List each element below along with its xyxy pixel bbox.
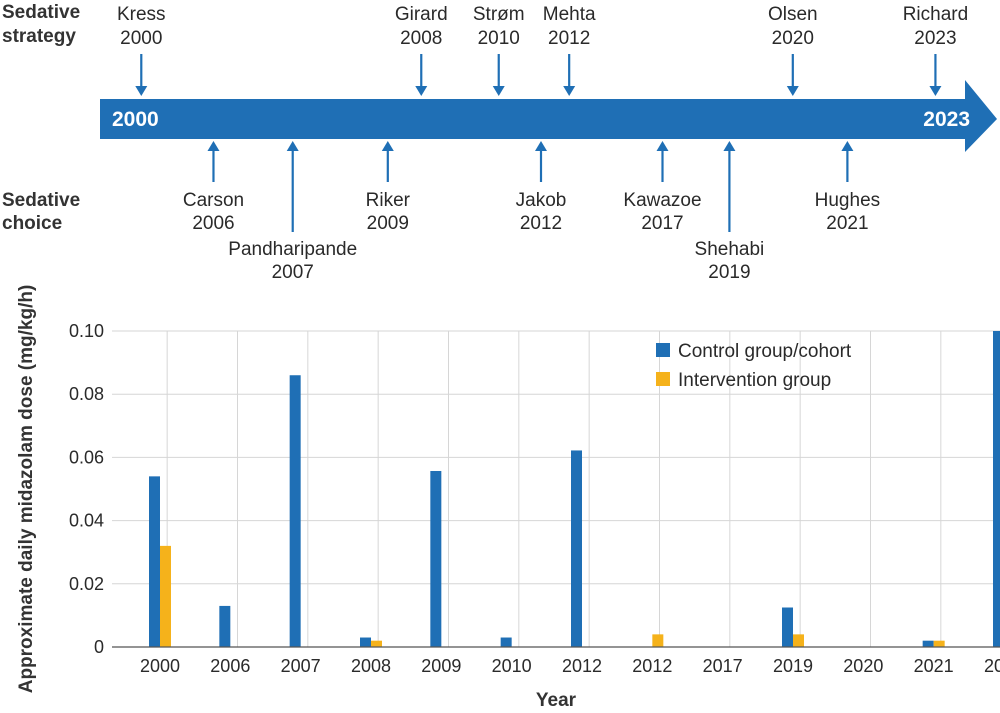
bottom-event-name: Jakob [516,190,567,211]
bar-control-2012 [571,450,582,647]
top-event-olsen: Olsen 2020 [768,4,818,96]
top-event-year: 2012 [548,28,590,49]
row-label-strategy-line2: strategy [2,26,76,47]
top-event-name: Kress [117,4,166,25]
bar-control-2006 [219,605,231,647]
x-tick-label: 2021 [914,656,954,676]
bars [149,331,1000,647]
row-label-choice-line1: Sedative [2,190,80,211]
y-tick-label: 0.08 [69,384,104,404]
top-event-richard: Richard 2023 [903,4,968,96]
bar-control-2009 [430,470,442,647]
bottom-event-year: 2009 [367,213,409,234]
x-tick-label: 2017 [703,656,743,676]
top-event-name: Strøm [473,4,525,25]
bar-intervention-2012 [652,634,664,647]
x-tick-label: 2012 [632,656,672,676]
legend-swatch-intervention [656,372,670,386]
bar-intervention-2008 [371,640,382,647]
bar-control-2010 [500,637,512,647]
timeline-arrow [100,80,997,152]
timeline-end-label: 2023 [923,108,970,131]
row-label-strategy-line1: Sedative [2,2,80,23]
bottom-event-year: 2021 [826,213,868,234]
x-tick-label: 2008 [351,656,391,676]
top-event-year: 2020 [772,28,814,49]
x-tick-label: 2009 [421,656,461,676]
row-label-strategy: Sedative strategy [2,2,80,47]
bar-control-2007 [289,375,301,647]
x-tick-label: 2000 [140,656,180,676]
row-label-choice: Sedative choice [2,190,80,234]
top-event-strøm: Strøm 2010 [473,4,525,96]
legend: Control group/cohort Intervention group [656,341,852,391]
bar-control-2019 [782,607,793,647]
bottom-event-year: 2017 [641,213,683,234]
bar-intervention-2019 [793,634,804,647]
bar-control-2000 [149,476,160,647]
top-event-mehta: Mehta 2012 [543,4,596,96]
bar-control-2021 [922,640,934,647]
x-axis-ticks: 2000 2006 2007 2008 2009 2010 2012 2012 2017 2019… [140,656,1000,676]
bottom-event-name: Pandharipande [228,239,357,260]
bottom-event-name: Shehabi [695,239,765,260]
bottom-event-year: 2012 [520,213,562,234]
x-tick-label: 2010 [492,656,532,676]
x-tick-label: 2007 [281,656,321,676]
timeline-start-label: 2000 [112,108,159,131]
bottom-event-name: Riker [366,190,411,211]
y-tick-label: 0.04 [69,511,104,531]
bar-intervention-2021 [933,640,945,647]
top-event-girard: Girard 2008 [395,4,448,96]
x-tick-label: 2006 [210,656,250,676]
top-event-year: 2010 [478,28,520,49]
bottom-event-year: 2006 [192,213,234,234]
grid-lines [112,330,1000,647]
x-tick-label: 2023 [984,656,1000,676]
y-axis-label: Approximate daily midazolam dose (mg/kg/… [16,285,37,694]
y-tick-label: 0.06 [69,447,104,467]
y-axis-ticks: 0 0.02 0.04 0.06 0.08 0.10 [69,321,104,657]
bottom-event-name: Hughes [815,190,881,211]
x-tick-label: 2012 [562,656,602,676]
x-tick-label: 2020 [843,656,883,676]
bar-intervention-2000 [160,545,171,647]
legend-label-control: Control group/cohort [678,341,852,362]
top-event-name: Richard [903,4,968,25]
bottom-event-year: 2007 [272,262,314,283]
row-label-choice-line2: choice [2,213,62,234]
top-event-year: 2000 [120,28,162,49]
y-tick-label: 0.02 [69,574,104,594]
x-axis-label: Year [536,690,577,711]
top-event-name: Girard [395,4,448,25]
bar-control-2008 [360,637,371,647]
top-event-name: Mehta [543,4,596,25]
bar-control-2023 [993,331,1000,647]
top-event-year: 2008 [400,28,442,49]
timeline-events: Kress 2000 Girard 2008 Strøm 2010 Mehta 2012 Ols… [117,4,968,283]
x-tick-label: 2019 [773,656,813,676]
legend-swatch-control [656,343,670,357]
top-event-year: 2023 [914,28,956,49]
bottom-event-name: Kawazoe [623,190,701,211]
top-event-kress: Kress 2000 [117,4,166,96]
top-event-name: Olsen [768,4,818,25]
timeline: Sedative strategy Sedative choice 2000 2… [2,2,997,283]
legend-label-intervention: Intervention group [678,370,831,391]
bottom-event-name: Carson [183,190,244,211]
bottom-event-year: 2019 [708,262,750,283]
y-tick-label: 0 [94,637,104,657]
y-tick-label: 0.10 [69,321,104,341]
bar-chart: 00.020.040.060.080.10 2000 2006 2007 2008 20… [16,285,1000,711]
